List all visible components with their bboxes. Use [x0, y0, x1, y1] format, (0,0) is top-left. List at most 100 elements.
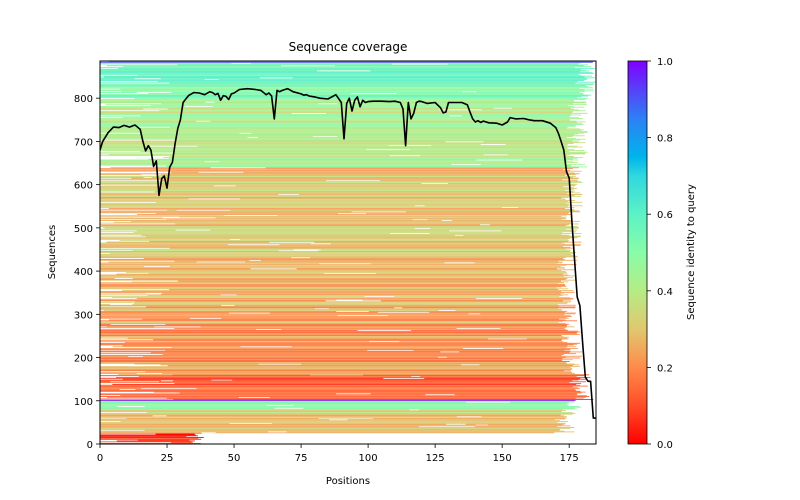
sequence-row: [146, 306, 576, 308]
colorbar-tick-label: 0.2: [657, 363, 673, 374]
sequence-row: [100, 130, 582, 132]
sequence-row: [102, 226, 579, 228]
sequence-row: [100, 407, 575, 409]
sequence-row: [100, 63, 579, 65]
sequence-row: [100, 188, 574, 190]
sequence-row: [100, 109, 580, 111]
sequence-row: [138, 376, 577, 377]
sequence-row: [100, 259, 578, 261]
sequence-row: [103, 76, 585, 78]
row-gap: [141, 174, 162, 176]
row-gap: [188, 198, 241, 200]
sequence-row: [100, 129, 584, 131]
sequence-row: [100, 274, 569, 276]
sequence-row: [100, 233, 562, 235]
sequence-row: [100, 118, 584, 119]
sequence-row: [167, 365, 573, 367]
sequence-row: [100, 308, 559, 310]
row-gap: [475, 424, 488, 426]
row-gap: [124, 157, 169, 159]
sequence-row: [100, 73, 594, 74]
plot-frame: [99, 60, 597, 445]
sequence-row: [174, 383, 582, 384]
sequence-row: [100, 290, 562, 292]
row-gap: [336, 310, 369, 312]
sequence-row: [100, 413, 573, 415]
sequence-row: [100, 195, 582, 197]
sequence-row: [100, 237, 577, 239]
sequence-row: [174, 260, 559, 262]
row-gap: [351, 92, 397, 94]
row-gap: [461, 364, 480, 366]
row-gap: [259, 77, 293, 79]
sequence-row: [100, 428, 561, 430]
sequence-row: [140, 115, 571, 117]
sequence-row: [150, 352, 570, 354]
sequence-row: [100, 321, 563, 323]
row-gap: [409, 409, 419, 411]
sequence-row: [100, 359, 573, 361]
sequence-row: [100, 212, 570, 214]
sequence-row: [100, 192, 581, 194]
sequence-row: [100, 335, 564, 337]
sequence-row: [100, 229, 578, 231]
sequence-row: [132, 250, 571, 252]
sequence-row: [100, 394, 577, 396]
sequence-row: [100, 73, 579, 75]
sequence-row: [100, 387, 579, 389]
sequence-row: [100, 256, 578, 258]
sequence-row: [100, 334, 580, 336]
row-gap: [110, 323, 166, 325]
x-axis-label: Positions: [326, 476, 370, 487]
sequence-row: [171, 347, 567, 349]
sequence-row: [100, 351, 583, 353]
row-gap: [291, 112, 326, 114]
colorbar-tick-label: 0.4: [657, 287, 673, 298]
sequence-row: [100, 315, 571, 317]
sequence-row: [100, 329, 568, 331]
row-gap: [476, 159, 523, 161]
sequence-rows: [100, 61, 596, 444]
row-gap: [247, 137, 258, 138]
row-gap: [310, 243, 331, 245]
sequence-row: [177, 64, 589, 66]
sequence-row: [106, 396, 586, 398]
sequence-row: [100, 202, 567, 204]
sequence-row: [100, 342, 581, 344]
row-gap: [160, 380, 174, 382]
sequence-row: [100, 427, 575, 429]
sequence-row: [141, 234, 570, 236]
sequence-row: [169, 247, 574, 249]
sequence-row: [145, 236, 581, 238]
sequence-row: [169, 82, 576, 84]
sequence-row: [100, 72, 593, 74]
x-tick-label: 50: [228, 453, 241, 464]
sequence-row: [111, 297, 571, 298]
sequence-row: [163, 156, 583, 158]
row-gap: [312, 136, 338, 138]
sequence-row: [174, 328, 565, 330]
sequence-row: [100, 199, 566, 201]
sequence-row: [100, 102, 587, 104]
sequence-row: [100, 268, 557, 270]
sequence-row: [100, 242, 563, 244]
sequence-row: [100, 84, 594, 86]
sequence-row: [100, 124, 576, 126]
sequence-row: [136, 230, 573, 232]
sequence-row: [106, 326, 575, 328]
sequence-row: [100, 96, 582, 98]
sequence-row: [100, 400, 574, 402]
sequence-row: [100, 422, 566, 424]
sequence-row: [100, 69, 586, 71]
sequence-row: [100, 207, 575, 208]
sequence-row: [100, 133, 579, 135]
sequence-row: [100, 312, 576, 314]
sequence-row: [100, 169, 564, 170]
row-gap: [357, 329, 411, 331]
chart-title: Sequence coverage: [289, 40, 408, 54]
sequence-row: [100, 99, 586, 100]
sequence-row: [100, 101, 587, 103]
row-gap: [438, 309, 456, 311]
sequence-row: [100, 206, 568, 208]
